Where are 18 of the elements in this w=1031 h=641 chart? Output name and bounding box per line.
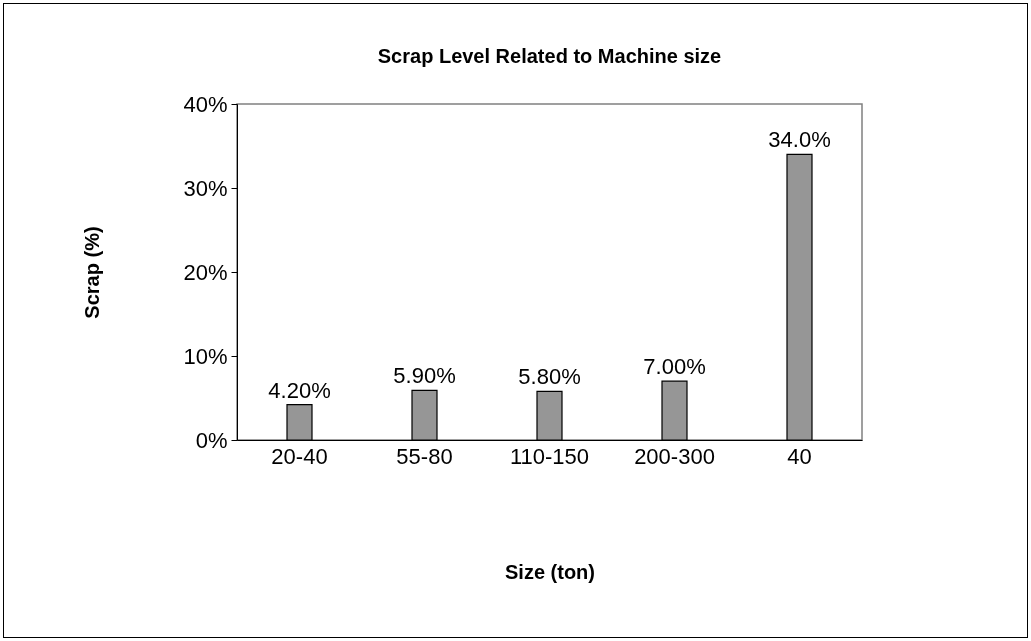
y-tick-label: 30%	[183, 175, 228, 201]
data-label: 5.90%	[393, 363, 456, 389]
data-label: 5.80%	[518, 364, 581, 390]
data-label: 7.00%	[643, 354, 706, 380]
y-tick-label: 0%	[195, 427, 228, 453]
x-tick-label: 40	[787, 443, 812, 469]
data-label: 4.20%	[268, 377, 331, 403]
y-axis-title: Scrap (%)	[81, 226, 104, 319]
x-tick-label: 200-300	[634, 443, 715, 469]
y-tick-label: 40%	[183, 91, 228, 117]
chart-title: Scrap Level Related to Machine size	[377, 45, 722, 67]
data-label: 34.0%	[768, 127, 831, 153]
y-tick-label: 20%	[183, 259, 228, 285]
y-tick-label: 10%	[183, 343, 228, 369]
x-tick-label: 55-80	[396, 443, 453, 469]
x-axis-title: Size (ton)	[505, 560, 595, 583]
x-tick-label: 20-40	[271, 443, 328, 469]
x-tick-label: 110-150	[509, 443, 590, 469]
